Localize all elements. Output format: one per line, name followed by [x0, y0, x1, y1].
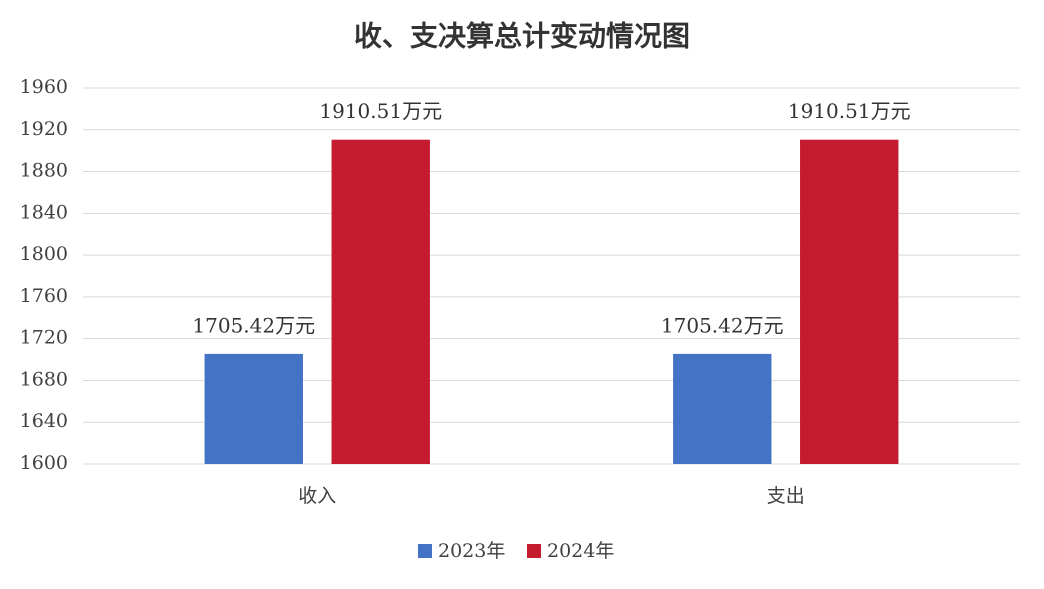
y-tick-label: 1680 [20, 368, 68, 390]
bar [331, 139, 430, 464]
legend-swatch [527, 544, 541, 558]
y-tick-label: 1720 [20, 327, 68, 349]
data-label: 1910.51万元 [319, 99, 442, 123]
legend-label: 2024年 [547, 540, 614, 562]
data-label: 1705.42万元 [661, 313, 784, 337]
y-tick-label: 1920 [20, 118, 68, 140]
y-tick-label: 1600 [20, 452, 68, 474]
y-tick-label: 1840 [20, 201, 68, 223]
y-tick-label: 1880 [20, 160, 68, 182]
legend-swatch [418, 544, 432, 558]
y-tick-label: 1960 [20, 76, 68, 98]
y-tick-label: 1800 [20, 243, 68, 265]
bar [673, 353, 772, 464]
x-tick-label: 支出 [767, 485, 805, 507]
legend-label: 2023年 [438, 540, 505, 562]
x-tick-label: 收入 [298, 485, 336, 507]
data-label: 1705.42万元 [192, 313, 315, 337]
data-label: 1910.51万元 [788, 99, 911, 123]
y-tick-label: 1640 [20, 410, 68, 432]
bar [204, 353, 303, 464]
bar [800, 139, 899, 464]
chart-title: 收、支决算总计变动情况图 [354, 20, 690, 53]
y-tick-label: 1760 [20, 285, 68, 307]
